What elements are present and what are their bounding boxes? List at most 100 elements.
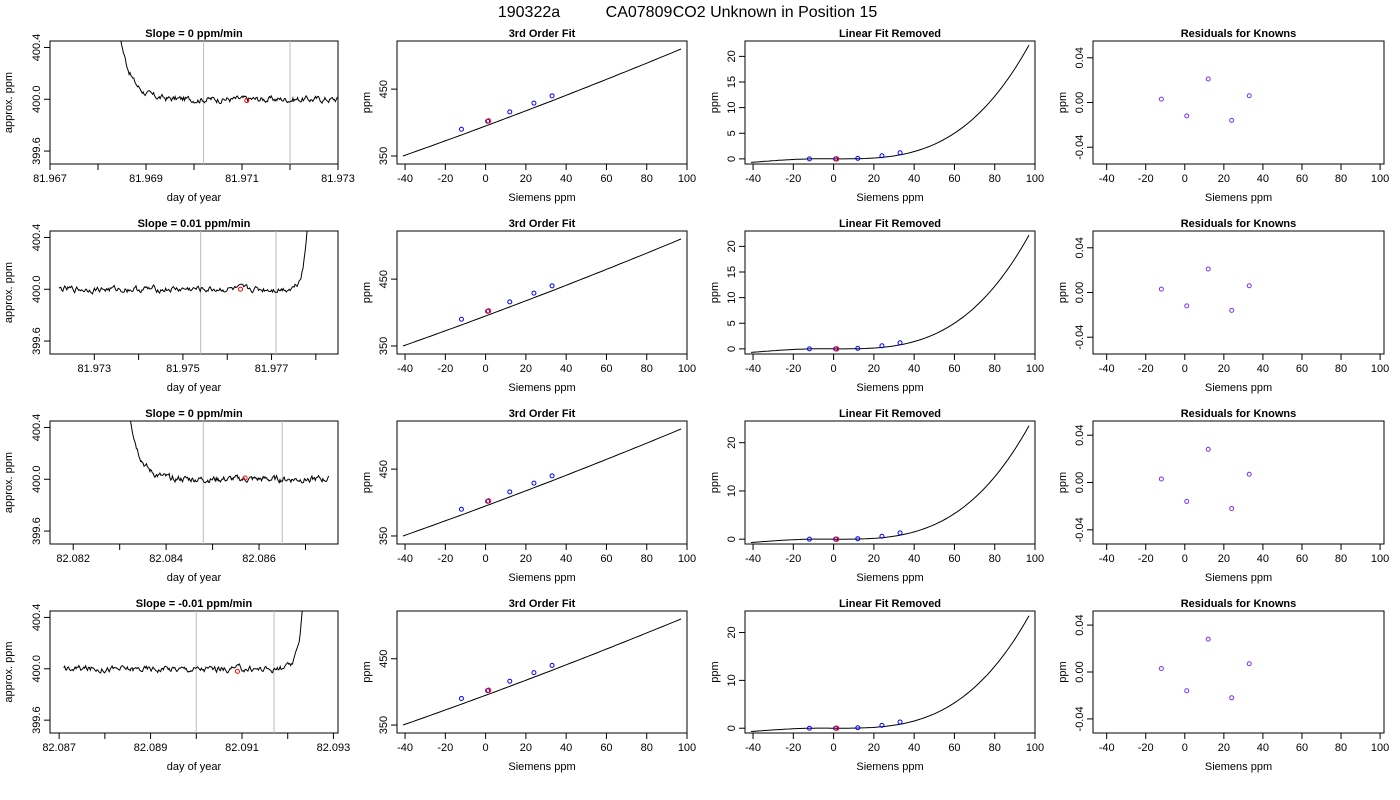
y-tick-label: 0.04 (1074, 47, 1086, 68)
x-tick-label: 20 (868, 363, 880, 375)
y-tick-label: 0.04 (1074, 424, 1086, 445)
known-point (855, 536, 861, 542)
residual-point (1158, 665, 1164, 671)
known-point (549, 93, 555, 99)
x-tick-label: -20 (785, 553, 801, 565)
plot-frame (396, 40, 688, 165)
x-tick-label: 0 (831, 553, 837, 565)
plot-area (750, 44, 1030, 163)
x-tick-label: 80 (1335, 173, 1347, 185)
figure-title-part-2: CA07809 (606, 4, 673, 21)
panel-title: Residuals for Knowns (1181, 218, 1297, 230)
panel-r3-c3: Linear Fit Removed Siemens ppm ppm -40 -20 0 2… (709, 408, 1044, 584)
y-tick-label: -0.04 (1074, 325, 1086, 350)
y-tick-label: 400.0 (31, 275, 43, 303)
y-tick-label: 0.00 (1074, 661, 1086, 682)
residual-point (1246, 283, 1252, 289)
y-axis-label: ppm (709, 472, 721, 493)
x-tick-label: 100 (1026, 173, 1044, 185)
residual-point (1229, 695, 1235, 701)
y-tick-label: 20 (726, 437, 738, 449)
known-point (549, 662, 555, 668)
x-tick-label: 60 (600, 173, 612, 185)
x-tick-label: 80 (641, 173, 653, 185)
x-tick-label: 100 (1026, 742, 1044, 754)
x-tick-label: 81.973 (321, 173, 355, 185)
x-tick-label: 100 (1371, 742, 1389, 754)
y-tick-label: 0.04 (1074, 614, 1086, 635)
residual-curve (750, 44, 1030, 163)
y-tick-label: 350 (378, 147, 390, 165)
plot-frame (1092, 610, 1385, 734)
y-tick-label: -0.04 (1074, 135, 1086, 160)
y-tick-label: 400.4 (31, 604, 43, 632)
panel-title: Linear Fit Removed (839, 218, 941, 230)
known-point (855, 725, 861, 731)
x-tick-label: 82.086 (242, 553, 276, 565)
panel-r4-c2: 3rd Order Fit Siemens ppm ppm -40 -20 0 20 40 60… (361, 598, 696, 773)
panel-grid: Slope = 0 ppm/min day of year approx. ppm 8… (3, 28, 1389, 773)
x-tick-label: 40 (560, 742, 572, 754)
unknown-point (485, 118, 492, 124)
x-tick-label: 100 (678, 363, 696, 375)
y-tick-label: 0 (726, 346, 738, 352)
known-point (806, 536, 812, 542)
y-axis-label: ppm (1057, 661, 1069, 682)
known-point (458, 316, 464, 322)
y-tick-label: 400.4 (31, 224, 43, 252)
x-tick-label: -40 (397, 173, 413, 185)
plot-area (130, 421, 330, 544)
x-tick-label: 80 (989, 363, 1001, 375)
x-tick-label: -40 (397, 742, 413, 754)
plot-area (750, 425, 1030, 543)
x-tick-label: 20 (520, 553, 532, 565)
x-tick-label: 81.973 (77, 363, 111, 375)
y-axis-label: ppm (361, 92, 373, 113)
x-tick-label: 20 (520, 742, 532, 754)
y-tick-label: 15 (726, 76, 738, 88)
x-tick-label: 80 (989, 173, 1001, 185)
panel-title: 3rd Order Fit (509, 598, 576, 610)
y-tick-label: 5 (726, 320, 738, 326)
x-tick-label: 20 (520, 363, 532, 375)
fit-curve (402, 48, 682, 157)
x-tick-label: 20 (1218, 363, 1230, 375)
x-tick-label: 20 (1218, 742, 1230, 754)
y-tick-label: 450 (378, 650, 390, 668)
residual-point (1205, 636, 1211, 642)
x-axis-label: Siemens ppm (508, 572, 575, 584)
plot-area (1158, 446, 1252, 512)
y-tick-label: 0 (726, 536, 738, 542)
x-tick-label: 100 (678, 173, 696, 185)
x-tick-label: -20 (785, 742, 801, 754)
plot-frame (1092, 420, 1385, 545)
x-tick-label: 0 (483, 363, 489, 375)
panel-title: 3rd Order Fit (509, 28, 576, 40)
x-tick-label: -20 (1138, 173, 1154, 185)
y-tick-label: 450 (378, 270, 390, 288)
x-tick-label: -40 (1099, 553, 1115, 565)
y-axis-label: ppm (709, 661, 721, 682)
y-axis-label: approx. ppm (3, 641, 15, 702)
x-tick-label: 0 (1182, 363, 1188, 375)
plot-area (402, 238, 682, 347)
x-tick-label: 40 (908, 742, 920, 754)
y-axis-label: ppm (361, 282, 373, 303)
x-tick-label: 40 (1257, 363, 1269, 375)
x-axis-label: day of year (167, 572, 222, 584)
unknown-point (833, 346, 840, 352)
y-axis-label: ppm (1057, 282, 1069, 303)
panel-title: Linear Fit Removed (839, 408, 941, 420)
y-tick-label: 400.4 (31, 414, 43, 442)
x-tick-label: 80 (1335, 553, 1347, 565)
x-tick-label: 80 (1335, 363, 1347, 375)
x-tick-label: 82.082 (56, 553, 90, 565)
y-tick-label: 450 (378, 460, 390, 478)
x-tick-label: -20 (437, 553, 453, 565)
x-tick-label: 100 (1026, 363, 1044, 375)
known-point (458, 696, 464, 702)
residual-curve (750, 615, 1030, 732)
residual-point (1158, 96, 1164, 102)
x-tick-label: 100 (678, 742, 696, 754)
known-point (507, 109, 513, 115)
